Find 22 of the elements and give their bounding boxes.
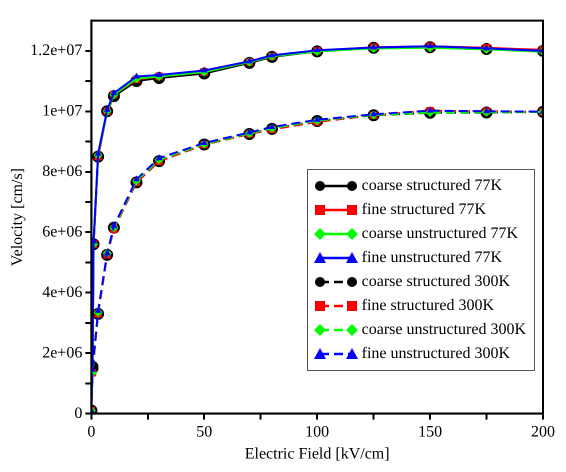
y-tick-label: 2e+06	[42, 344, 82, 362]
legend-label: coarse structured 77K	[362, 176, 502, 196]
legend-label: fine structured 300K	[362, 296, 494, 316]
y-tick-label: 6e+06	[42, 223, 82, 240]
legend-label: fine unstructured 300K	[362, 344, 510, 364]
y-tick-label: 0	[74, 404, 82, 422]
legend-label: coarse unstructured 77K	[362, 224, 518, 244]
legend-label: coarse structured 300K	[362, 272, 510, 292]
y-tick-label: 8e+06	[42, 162, 82, 180]
y-tick-label: 1.2e+07	[30, 42, 82, 60]
x-tick-label: 150	[418, 423, 442, 440]
x-tick-label: 0	[87, 423, 96, 440]
x-tick-label: 100	[305, 423, 330, 440]
legend-label: fine unstructured 77K	[362, 248, 502, 268]
y-axis-title: Velocity [cm/s]	[8, 168, 26, 266]
x-tick-label: 200	[531, 423, 555, 440]
legend-label: fine structured 77K	[362, 200, 486, 220]
legend-label: coarse unstructured 300K	[362, 320, 526, 340]
y-tick-label: 1e+07	[42, 102, 82, 120]
x-tick-label: 50	[196, 423, 212, 440]
x-axis-title: Electric Field [kV/cm]	[244, 446, 390, 463]
y-tick-label: 4e+06	[42, 284, 82, 301]
